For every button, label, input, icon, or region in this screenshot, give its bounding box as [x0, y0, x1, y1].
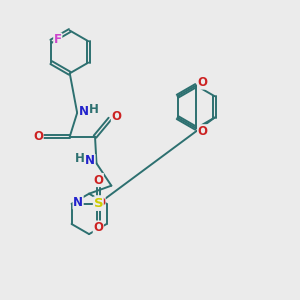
Text: O: O [111, 110, 122, 123]
Text: O: O [93, 221, 103, 234]
Text: O: O [33, 130, 43, 143]
Text: O: O [198, 125, 208, 138]
Text: N: N [79, 105, 89, 118]
Text: F: F [54, 33, 62, 46]
Text: O: O [95, 196, 105, 209]
Text: S: S [94, 197, 103, 210]
Text: O: O [93, 173, 103, 187]
Text: H: H [89, 103, 99, 116]
Text: O: O [198, 76, 208, 89]
Text: N: N [85, 154, 95, 167]
Text: H: H [75, 152, 85, 164]
Text: N: N [73, 196, 83, 209]
